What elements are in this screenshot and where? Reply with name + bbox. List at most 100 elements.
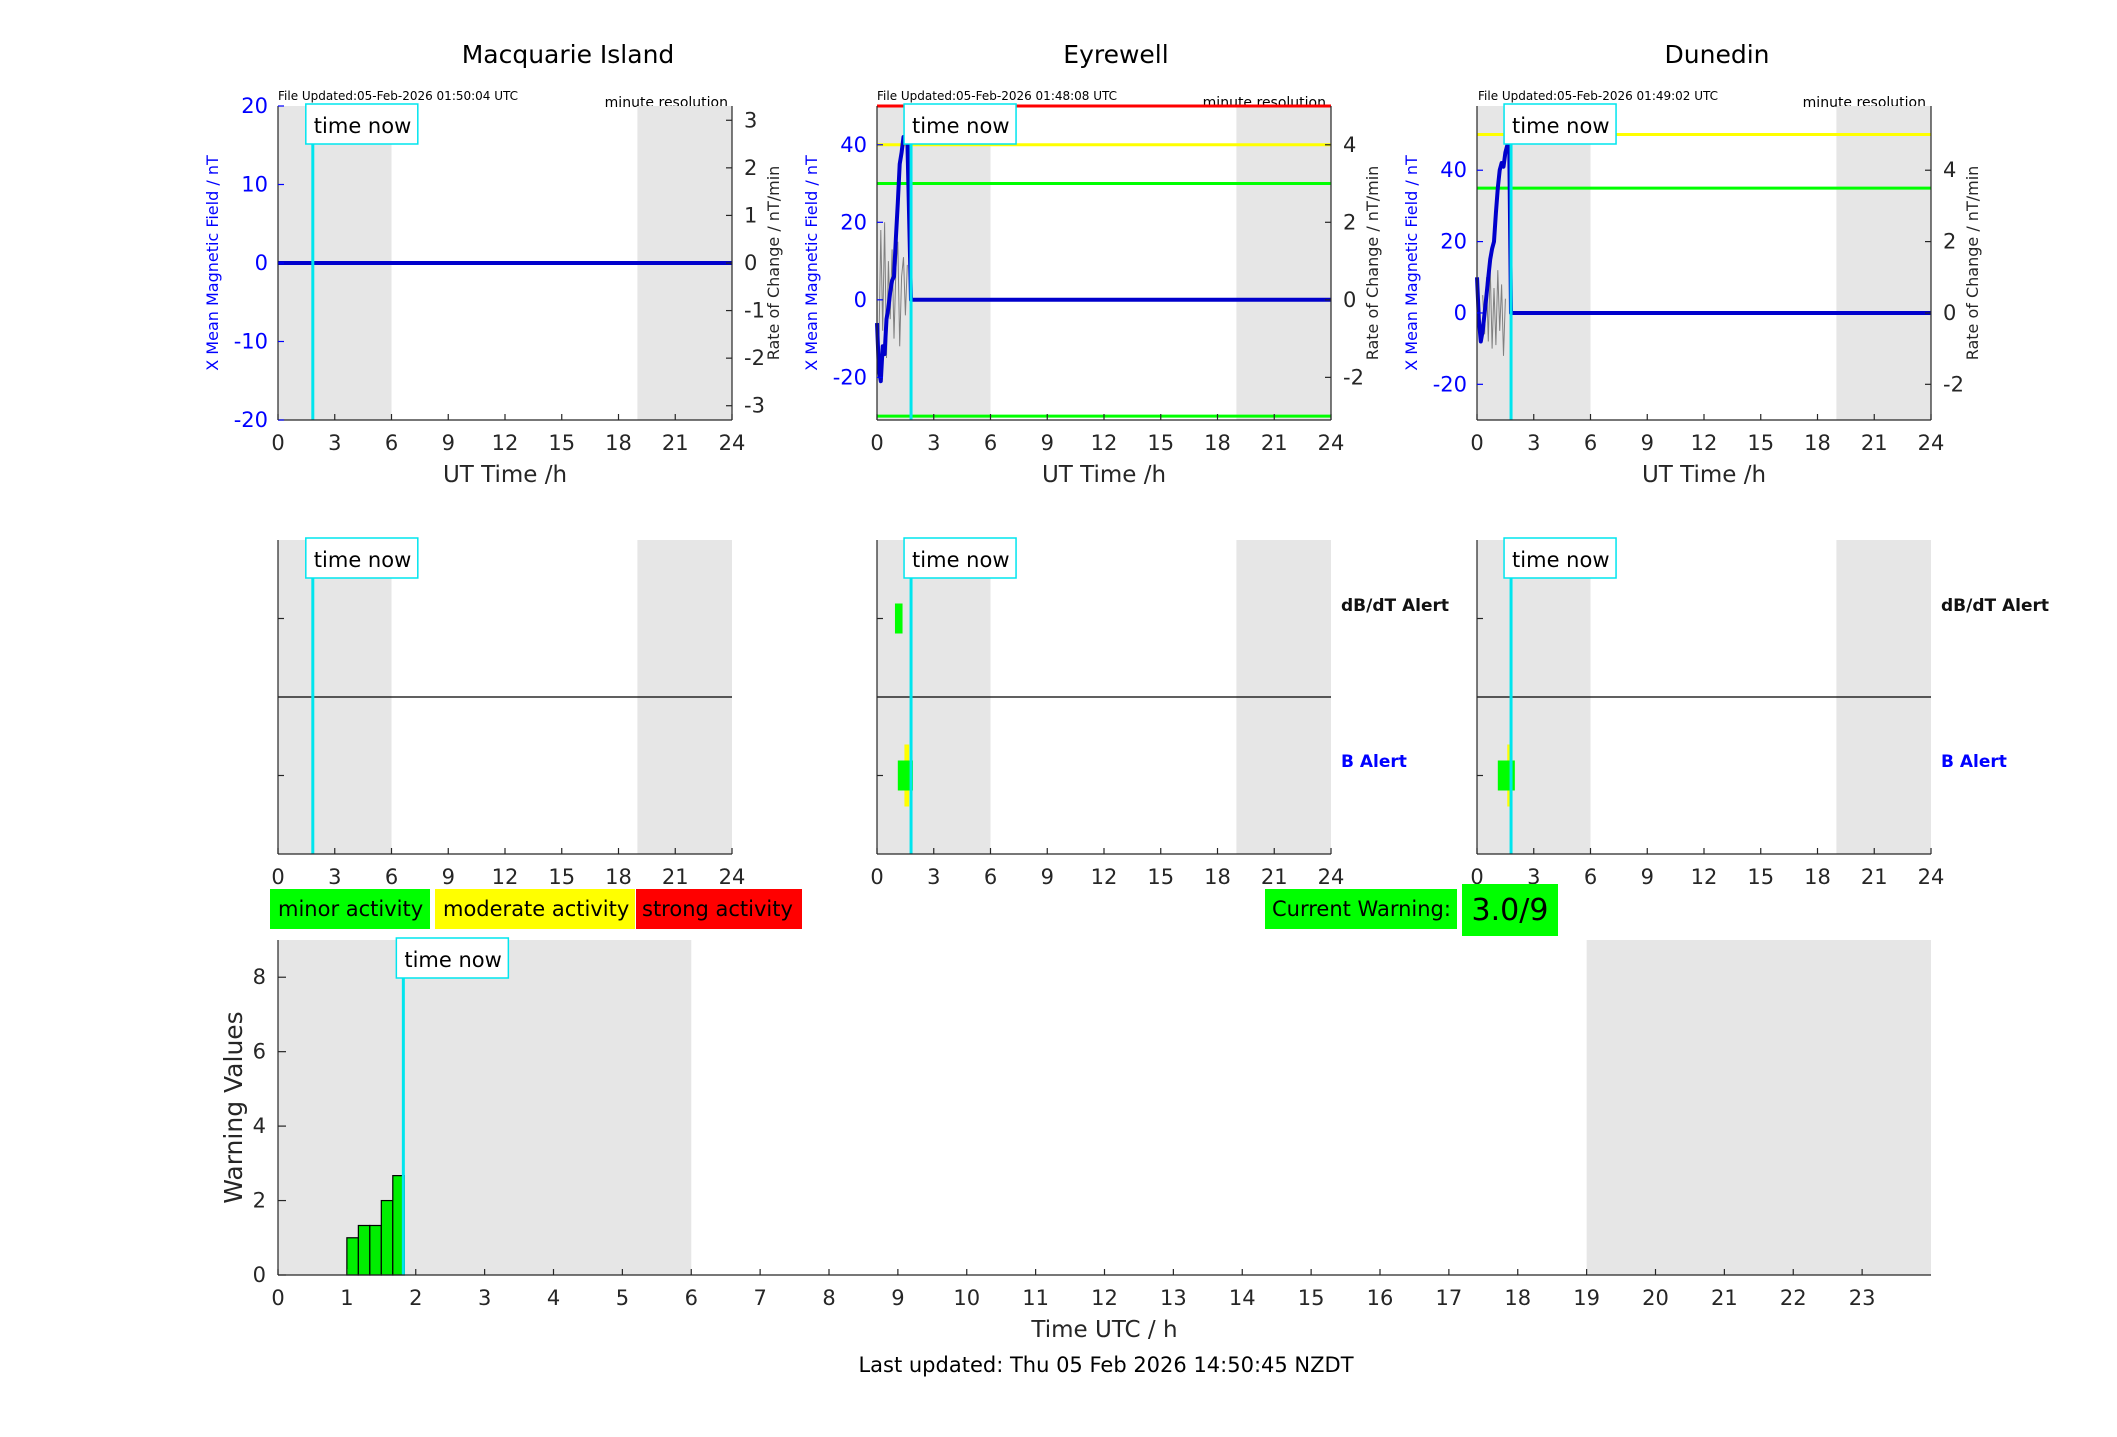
titles-layer: Macquarie Island Eyrewell Dunedin File U…: [278, 40, 1926, 111]
macquarie-alerts-xtick-label-5: 15: [548, 865, 575, 889]
eyrewell-field-rate-line-0: [878, 222, 908, 359]
current-warning-value-box: [1462, 884, 1558, 936]
warning-values-xtick-label-13: 13: [1160, 1286, 1187, 1310]
eyrewell-alerts-xtick-label-2: 6: [984, 865, 997, 889]
dunedin-alerts-xtick-label-1: 3: [1527, 865, 1540, 889]
macquarie-field-xtick-label-2: 6: [385, 431, 398, 455]
dunedin-field-xtick-label-0: 0: [1470, 431, 1483, 455]
dunedin-alerts-xtick-label-2: 6: [1584, 865, 1597, 889]
warning-values-xtick-label-11: 11: [1022, 1286, 1049, 1310]
warning-values-xtick-label-2: 2: [409, 1286, 422, 1310]
warning-values-xtick-label-9: 9: [891, 1286, 904, 1310]
warning-values-ytick-label-0: 0: [253, 1263, 266, 1287]
eyrewell-field-xtick-label-2: 6: [984, 431, 997, 455]
dunedin-field-night-shade-1: [1836, 106, 1931, 420]
warning-values-bar-1: [357, 1224, 371, 1276]
eyrewell-field-xtick-label-4: 12: [1091, 431, 1118, 455]
macquarie-alerts-xtick-label-2: 6: [385, 865, 398, 889]
eyrewell-field-ylabel-right: Rate of Change / nT/min: [1363, 166, 1382, 361]
dunedin-field-ylabel-right: Rate of Change / nT/min: [1963, 166, 1982, 361]
macquarie-field-time-now-label: time now: [314, 114, 411, 138]
macquarie-field-ylabel: X Mean Magnetic Field / nT: [203, 155, 222, 371]
warning-values-xtick-label-3: 3: [478, 1286, 491, 1310]
dunedin-field-ytick-right-label-1: 0: [1943, 301, 1956, 325]
eyrewell-field-ytick-label-3: 40: [840, 133, 867, 157]
eyrewell-field-xtick-label-3: 9: [1041, 431, 1054, 455]
dunedin-field-xtick-label-4: 12: [1691, 431, 1718, 455]
eyrewell-alerts-xtick-label-0: 0: [870, 865, 883, 889]
macquarie-field-ytick-label-3: 10: [241, 173, 268, 197]
macquarie-alerts-xtick-label-8: 24: [719, 865, 746, 889]
dunedin-field-xtick-label-2: 6: [1584, 431, 1597, 455]
macquarie-alerts-time-now-box: [305, 537, 419, 579]
warning-values-night-shade-1: [1586, 940, 1931, 1275]
dunedin-alerts-xtick-label-8: 24: [1918, 865, 1945, 889]
chart-title-eyrewell: Eyrewell: [1063, 40, 1168, 69]
macquarie-field-xtick-label-8: 24: [719, 431, 746, 455]
legend-strong-swatch: [636, 889, 802, 929]
eyrewell-alerts-alert-bar-0: [894, 603, 903, 634]
dunedin-alerts-xtick-label-3: 9: [1641, 865, 1654, 889]
dunedin-field-ytick-right-label-0: -2: [1943, 372, 1964, 396]
dunedin-alerts-time-now-box: [1503, 537, 1617, 579]
warning-values-xtick-label-10: 10: [953, 1286, 980, 1310]
macquarie-field-xtick-label-1: 3: [328, 431, 341, 455]
eyrewell-field-ytick-right-label-1: 0: [1343, 288, 1356, 312]
warning-values-xtick-label-18: 18: [1504, 1286, 1531, 1310]
dunedin-field-ytick-right-label-3: 4: [1943, 158, 1956, 182]
macquarie-field-ytick-right-label-5: 2: [744, 156, 757, 180]
warning-values-xtick-label-8: 8: [822, 1286, 835, 1310]
warning-values-bar-3: [380, 1199, 394, 1276]
warning-values-bar-0: [346, 1237, 359, 1276]
last-updated: Last updated: Thu 05 Feb 2026 14:50:45 N…: [858, 1353, 1353, 1377]
warning-values-time-now-label: time now: [404, 948, 501, 972]
macquarie-field-xtick-label-4: 12: [492, 431, 519, 455]
warning-values-xtick-label-12: 12: [1091, 1286, 1118, 1310]
legend-minor-swatch: [270, 889, 430, 929]
macquarie-field-time-now-box: [305, 103, 419, 145]
eyrewell-alerts-xtick-label-8: 24: [1318, 865, 1345, 889]
macquarie-alerts-xtick-label-3: 9: [442, 865, 455, 889]
eyrewell-field-ytick-right-label-3: 4: [1343, 133, 1356, 157]
dunedin-field-xlabel: UT Time /h: [1642, 462, 1766, 488]
chart-title-macquarie: Macquarie Island: [462, 40, 675, 69]
warning-values-ytick-label-4: 8: [253, 965, 266, 989]
macquarie-field-ytick-right-label-0: -3: [744, 394, 765, 418]
eyrewell-field-ylabel: X Mean Magnetic Field / nT: [802, 155, 821, 371]
macquarie-field-xtick-label-6: 18: [605, 431, 632, 455]
current-warning-label: Current Warning:: [1272, 897, 1451, 921]
warning-values-xtick-label-20: 20: [1642, 1286, 1669, 1310]
warning-values-time-now-box: [395, 937, 510, 979]
eyrewell-field-xtick-label-0: 0: [870, 431, 883, 455]
warning-values-ytick-label-2: 4: [253, 1114, 266, 1138]
dunedin-field-time-now-label: time now: [1512, 114, 1609, 138]
current-warning-value: 3.0/9: [1472, 893, 1549, 928]
dunedin-field-xtick-label-3: 9: [1641, 431, 1654, 455]
dunedin-field-xtick-label-6: 18: [1804, 431, 1831, 455]
warning-values-ylabel: Warning Values: [219, 1011, 248, 1203]
warning-values-xtick-label-6: 6: [685, 1286, 698, 1310]
macquarie-field-ylabel-right: Rate of Change / nT/min: [764, 166, 783, 361]
macquarie-alerts-time-now-label: time now: [314, 548, 411, 572]
eyrewell-field-time-now-box: [903, 103, 1017, 145]
macquarie-alerts-xtick-label-7: 21: [662, 865, 689, 889]
eyrewell-alerts-xtick-label-1: 3: [927, 865, 940, 889]
chart-title-dunedin: Dunedin: [1665, 40, 1770, 69]
eyrewell-alerts-xtick-label-3: 9: [1041, 865, 1054, 889]
eyrewell-field-xtick-label-1: 3: [927, 431, 940, 455]
eyrewell-field-time-now-label: time now: [912, 114, 1009, 138]
dunedin-field-ytick-label-0: -20: [1433, 372, 1467, 396]
macquarie-field-xtick-label-7: 21: [662, 431, 689, 455]
eyrewell-alerts-xtick-label-7: 21: [1261, 865, 1288, 889]
dunedin-alerts-xtick-label-7: 21: [1861, 865, 1888, 889]
eyrewell-field-xtick-label-8: 24: [1318, 431, 1345, 455]
macquarie-field-ytick-label-1: -10: [234, 330, 268, 354]
warning-values-xtick-label-23: 23: [1849, 1286, 1876, 1310]
eyrewell-field-ytick-right-label-0: -2: [1343, 365, 1364, 389]
warning-values-xtick-label-14: 14: [1229, 1286, 1256, 1310]
eyrewell-alerts-alert-bar-2: [897, 760, 913, 791]
eyrewell-alerts-time-now-box: [903, 537, 1017, 579]
eyrewell-field-ytick-label-0: -20: [833, 365, 867, 389]
dunedin-alerts-row-label-0: dB/dT Alert: [1941, 596, 2049, 616]
